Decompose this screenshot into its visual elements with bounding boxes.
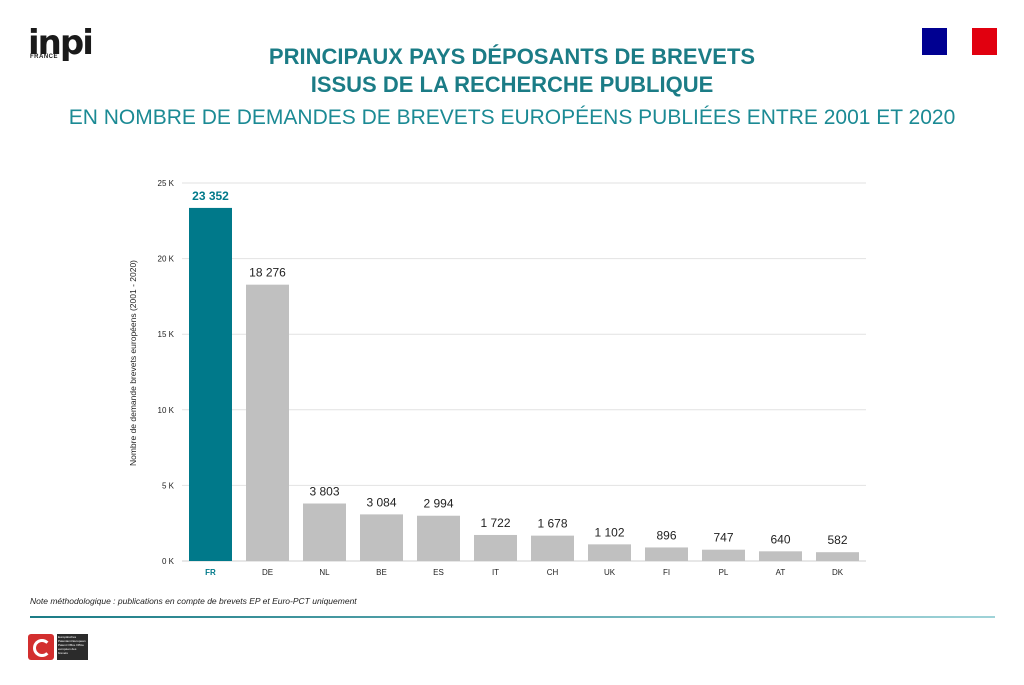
data-label: 3 803 — [309, 484, 339, 498]
x-tick-label: UK — [604, 568, 616, 577]
epo-logo: Europäisches Patentamt European Patent O… — [28, 632, 88, 662]
logo-text: inpi — [28, 23, 94, 63]
data-label: 18 276 — [249, 266, 286, 280]
x-tick-label: NL — [319, 568, 330, 577]
chart-title-line1: PRINCIPAUX PAYS DÉPOSANTS DE BREVETS — [268, 44, 756, 69]
bar-be — [360, 514, 403, 561]
bar-chart: 0 K 5 K 10 K 15 K 20 K 25 K 23 352 FR 18 276 DE 3 … — [158, 179, 866, 577]
epo-text: Europäisches Patentamt European Patent O… — [57, 634, 88, 660]
x-tick-label: BE — [376, 568, 387, 577]
x-tick-label: CH — [547, 568, 559, 577]
bar-fi — [645, 547, 688, 561]
bar-fr — [189, 207, 232, 561]
french-republic-logo — [922, 28, 997, 55]
logo-subtext: FRANCE — [30, 54, 58, 60]
footer-divider — [30, 616, 995, 618]
bar-de — [246, 284, 289, 561]
inpi-logo: inpi — [28, 23, 94, 66]
x-tick-label: PL — [719, 568, 729, 577]
y-tick-label: 15 K — [158, 330, 175, 339]
data-label: 640 — [770, 532, 790, 546]
x-tick-label: AT — [776, 568, 786, 577]
bar-dk — [816, 552, 859, 561]
bar-nl — [303, 503, 346, 561]
bar-ch — [531, 535, 574, 561]
x-tick-label: IT — [492, 568, 499, 577]
bar-uk — [588, 544, 631, 561]
epo-icon — [28, 634, 54, 660]
y-tick-label: 25 K — [158, 179, 175, 188]
y-tick-label: 20 K — [158, 255, 175, 264]
y-tick-label: 0 K — [162, 557, 175, 566]
chart-title-line2: ISSUS DE LA RECHERCHE PUBLIQUE — [310, 72, 714, 97]
x-tick-label: FR — [205, 568, 216, 577]
bar-pl — [702, 549, 745, 561]
x-tick-label: ES — [433, 568, 444, 577]
data-label: 1 678 — [537, 517, 567, 531]
chart-subtitle: EN NOMBRE DE DEMANDES DE BREVETS EUROPÉE… — [68, 106, 956, 129]
data-label: 3 084 — [366, 495, 396, 509]
data-label: 1 102 — [594, 525, 624, 539]
data-label: 747 — [713, 531, 733, 545]
x-tick-label: DK — [832, 568, 844, 577]
data-label: 2 994 — [423, 497, 453, 511]
data-label: 1 722 — [480, 516, 510, 530]
data-label: 23 352 — [192, 189, 229, 203]
x-tick-label: DE — [262, 568, 273, 577]
data-label: 582 — [827, 533, 847, 547]
methodology-note: Note méthodologique : publications en co… — [30, 596, 357, 606]
bar-es — [417, 515, 460, 561]
y-tick-label: 5 K — [162, 481, 175, 490]
x-tick-label: FI — [663, 568, 670, 577]
y-tick-label: 10 K — [158, 406, 175, 415]
data-label: 896 — [656, 528, 676, 542]
bar-at — [759, 551, 802, 561]
bar-it — [474, 534, 517, 561]
